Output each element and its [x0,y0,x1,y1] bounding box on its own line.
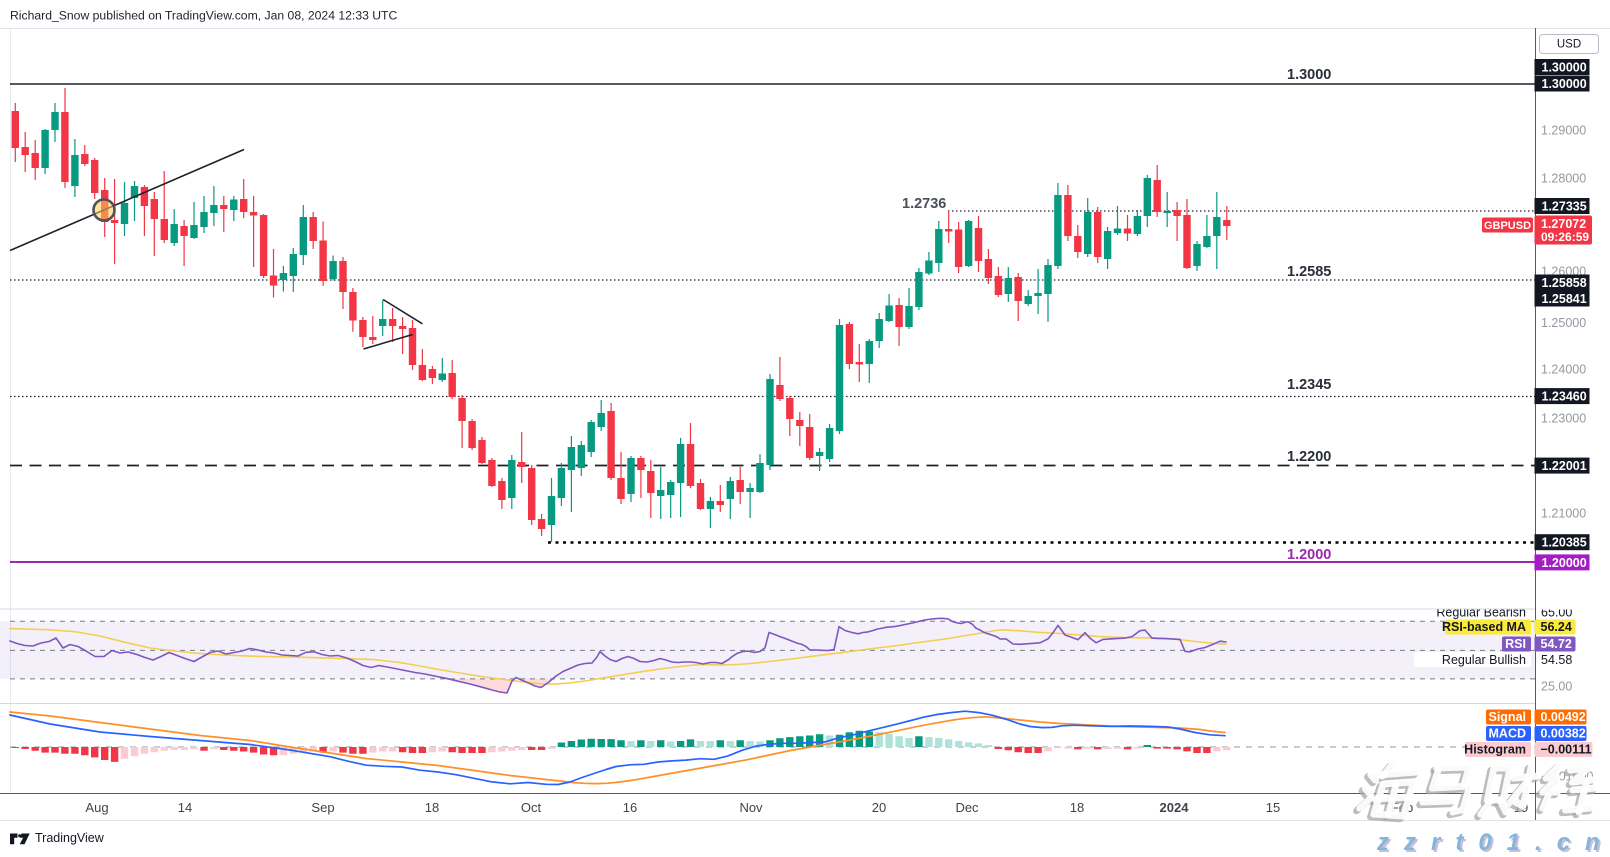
svg-text:15: 15 [1266,800,1280,815]
svg-text:1.25000: 1.25000 [1541,316,1586,330]
svg-text:1.3000: 1.3000 [1287,67,1331,83]
svg-text:65.00: 65.00 [1541,606,1572,620]
svg-text:1.20385: 1.20385 [1542,536,1587,550]
svg-text:1.29000: 1.29000 [1541,124,1586,138]
svg-text:2024: 2024 [1160,800,1190,815]
svg-text:0.00492: 0.00492 [1541,710,1586,724]
svg-text:1.25841: 1.25841 [1542,292,1587,306]
svg-text:56.24: 56.24 [1541,620,1572,634]
svg-text:Oct: Oct [521,800,542,815]
svg-text:1.2736: 1.2736 [902,196,946,212]
svg-text:1.2585: 1.2585 [1287,264,1331,280]
svg-text:1.21000: 1.21000 [1541,507,1586,521]
svg-text:1.25858: 1.25858 [1542,276,1587,290]
svg-text:Regular Bearish: Regular Bearish [1436,606,1526,620]
svg-text:1.28000: 1.28000 [1541,171,1586,185]
svg-text:1.30000: 1.30000 [1542,61,1587,75]
svg-text:USD: USD [1557,39,1581,51]
svg-text:−0.00111: −0.00111 [1541,743,1592,757]
svg-text:1.24000: 1.24000 [1541,363,1586,377]
svg-text:18: 18 [425,800,439,815]
svg-text:RSI: RSI [1505,637,1526,651]
svg-text:14: 14 [178,800,192,815]
svg-text:1.22001: 1.22001 [1542,459,1587,473]
svg-text:1.20000: 1.20000 [1542,556,1587,570]
svg-text:16: 16 [623,800,637,815]
svg-text:TradingView: TradingView [35,831,105,845]
svg-text:1.2345: 1.2345 [1287,377,1331,393]
svg-text:1.2000: 1.2000 [1287,547,1331,563]
svg-text:1.27335: 1.27335 [1542,200,1587,214]
svg-text:20: 20 [872,800,886,815]
svg-text:0.00382: 0.00382 [1541,727,1586,741]
svg-text:1.2200: 1.2200 [1287,449,1331,465]
svg-text:Histogram: Histogram [1464,743,1526,757]
svg-text:Nov: Nov [739,800,763,815]
svg-text:25.00: 25.00 [1541,680,1572,694]
svg-text:Dec: Dec [955,800,979,815]
svg-text:Signal: Signal [1488,710,1526,724]
svg-text:Richard_Snow published on Trad: Richard_Snow published on TradingView.co… [10,9,398,23]
svg-text:1.23460: 1.23460 [1542,390,1587,404]
svg-text:Sep: Sep [311,800,334,815]
svg-text:09:26:59: 09:26:59 [1541,230,1589,244]
svg-text:1.30000: 1.30000 [1542,77,1587,91]
svg-text:Regular Bullish: Regular Bullish [1442,653,1526,667]
svg-text:54.72: 54.72 [1541,637,1572,651]
svg-text:18: 18 [1070,800,1084,815]
svg-text:54.58: 54.58 [1541,653,1572,667]
svg-text:1.23000: 1.23000 [1541,411,1586,425]
svg-text:Aug: Aug [85,800,108,815]
svg-text:MACD: MACD [1489,727,1527,741]
svg-text:1.27072: 1.27072 [1541,217,1586,231]
svg-text:GBPUSD: GBPUSD [1484,220,1531,232]
svg-text:RSI-based MA: RSI-based MA [1442,620,1526,634]
